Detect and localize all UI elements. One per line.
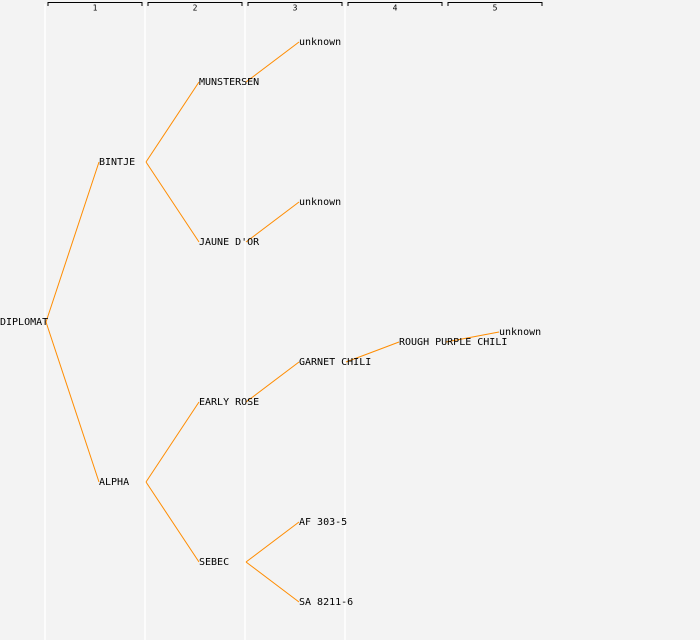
edge [45,161,100,323]
node-label: BINTJE [99,157,135,168]
node-label: DIPLOMAT [0,317,48,328]
column-number: 4 [393,4,398,13]
column-number: 2 [193,4,198,13]
edges [45,41,500,603]
edge [145,161,200,243]
edge [45,321,100,483]
node-label: unknown [299,37,341,48]
edge [145,81,200,163]
edge [245,361,300,403]
column-number: 3 [293,4,298,13]
node-label: unknown [499,327,541,338]
edge [245,561,300,603]
column-bracket [247,2,343,6]
node-label: EARLY ROSE [199,397,259,408]
edge [245,521,300,563]
node-label: ALPHA [99,477,129,488]
node-label: AF 303-5 [299,517,347,528]
node-label: unknown [299,197,341,208]
edge [445,331,500,343]
node-label: JAUNE D'OR [199,237,260,248]
edge [245,201,300,243]
edge [145,401,200,483]
column-bracket [147,2,243,6]
column-bracket [347,2,443,6]
column-bracket [447,2,543,6]
node-label: ROUGH PURPLE CHILI [399,337,507,348]
column-number: 5 [493,4,498,13]
column-bracket [47,2,143,6]
node-label: GARNET CHILI [299,357,371,368]
edge [245,41,300,83]
node-label: SEBEC [199,557,229,568]
node-label: MUNSTERSEN [199,77,259,88]
column-number: 1 [93,4,98,13]
edge [345,341,400,363]
edge [145,481,200,563]
node-label: SA 8211-6 [299,597,353,608]
